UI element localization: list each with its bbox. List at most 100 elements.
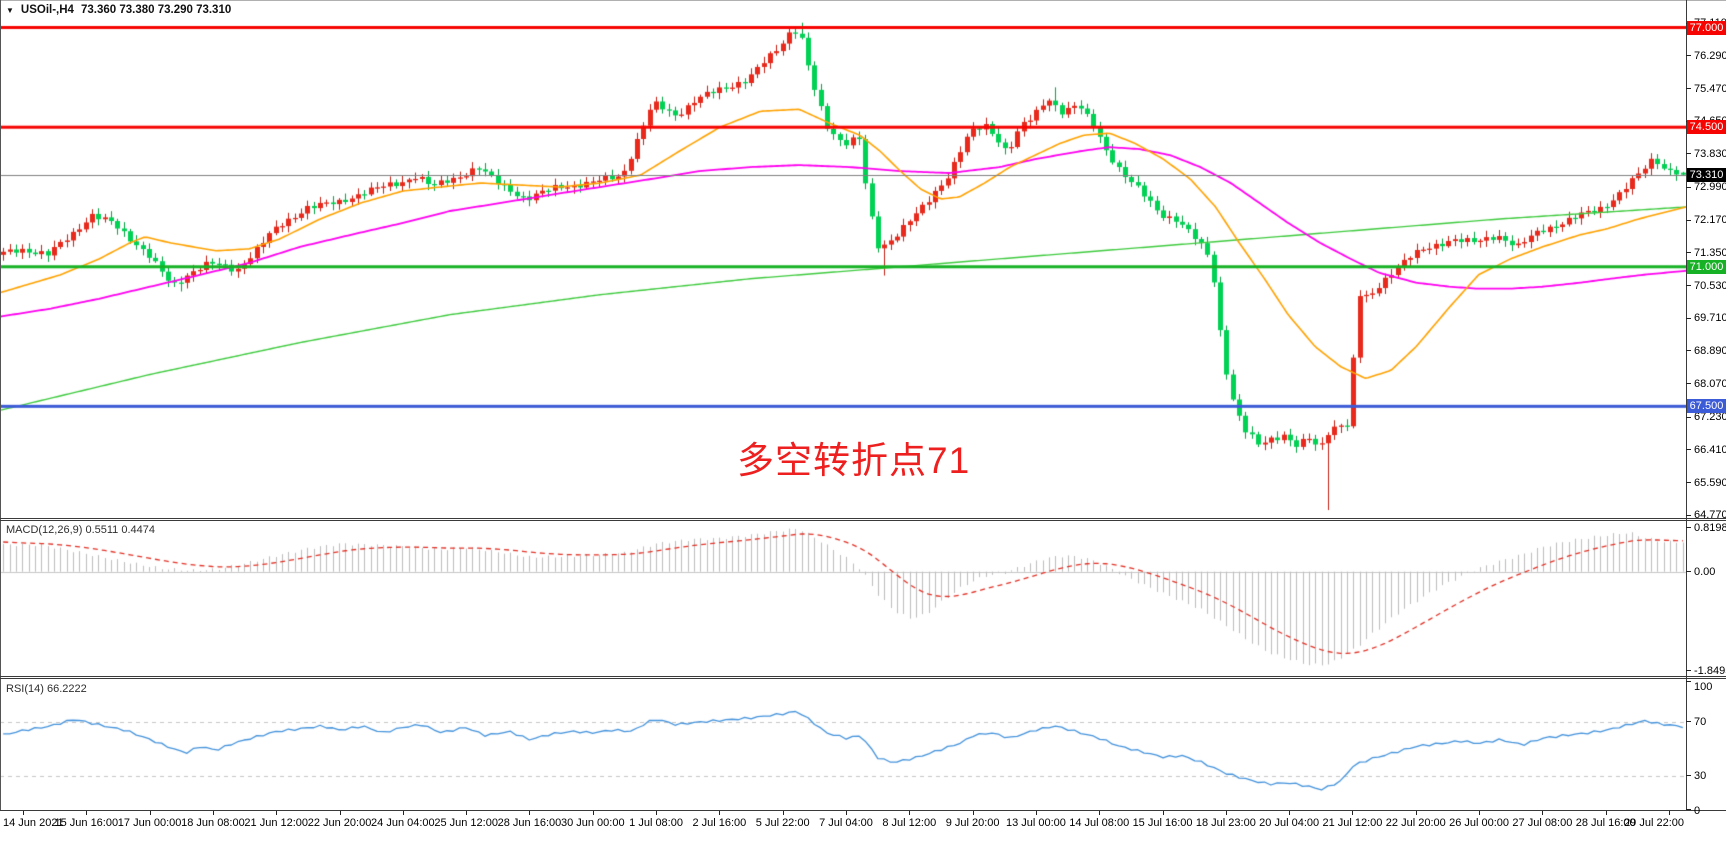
rsi-axis-label: 0 bbox=[1694, 805, 1701, 817]
macd-axis-tick bbox=[1686, 670, 1691, 672]
level-price-badge: 74.500 bbox=[1687, 120, 1726, 135]
price-axis-label: 68.070 bbox=[1694, 377, 1726, 390]
rsi-axis-tick bbox=[1686, 775, 1691, 777]
time-axis-label: 22 Jul 20:00 bbox=[1385, 817, 1446, 829]
time-axis-label: 21 Jun 12:00 bbox=[244, 817, 309, 829]
time-axis-tick bbox=[529, 811, 530, 815]
time-axis-tick bbox=[1479, 811, 1480, 815]
macd-axis-tick bbox=[1686, 527, 1691, 529]
time-axis-label: 27 Jul 08:00 bbox=[1512, 817, 1573, 829]
symbol-quote-bar: ▼ USOil-,H4 73.360 73.380 73.290 73.310 bbox=[6, 4, 231, 16]
rsi-axis-tick bbox=[1686, 808, 1691, 810]
price-axis-tick bbox=[1686, 449, 1691, 451]
time-axis-label: 30 Jun 00:00 bbox=[560, 817, 625, 829]
level-price-badge: 77.000 bbox=[1687, 20, 1726, 35]
rsi-axis-tick bbox=[1686, 721, 1691, 723]
macd-axis-tick bbox=[1686, 571, 1691, 573]
price-axis-tick bbox=[1686, 416, 1691, 418]
time-axis-tick bbox=[1099, 811, 1100, 815]
time-axis-label: 18 Jul 23:00 bbox=[1195, 817, 1256, 829]
price-axis-tick bbox=[1686, 482, 1691, 483]
price-axis-label: 72.170 bbox=[1694, 214, 1726, 227]
time-axis-label: 8 Jul 12:00 bbox=[882, 817, 937, 829]
time-axis-label: 20 Jul 04:00 bbox=[1259, 817, 1320, 829]
price-axis-tick bbox=[1686, 285, 1691, 287]
chart-collapse-icon[interactable]: ▼ bbox=[6, 5, 14, 15]
time-axis-tick bbox=[340, 811, 341, 815]
rsi-panel-canvas[interactable] bbox=[0, 679, 1686, 810]
main-macd-separator[interactable] bbox=[0, 518, 1726, 519]
rsi-axis-label: 70 bbox=[1694, 715, 1707, 728]
time-axis-tick bbox=[719, 811, 720, 815]
macd-panel-canvas[interactable] bbox=[0, 521, 1686, 676]
time-axis-tick bbox=[276, 811, 277, 815]
price-axis-line bbox=[1686, 0, 1687, 811]
time-axis-label: 29 Jul 22:00 bbox=[1624, 817, 1684, 829]
price-axis-tick bbox=[1686, 55, 1691, 57]
price-axis-label: 64.770 bbox=[1694, 509, 1726, 522]
time-axis-tick bbox=[1226, 811, 1227, 815]
time-axis-separator bbox=[0, 810, 1726, 811]
time-axis-label: 17 Jun 00:00 bbox=[117, 817, 182, 829]
time-axis-label: 13 Jul 00:00 bbox=[1005, 817, 1066, 829]
rsi-axis-label: 100 bbox=[1694, 681, 1713, 693]
time-axis-tick bbox=[1416, 811, 1417, 815]
annotation-text: 多空转折点71 bbox=[737, 440, 971, 481]
time-axis-label: 15 Jun 16:00 bbox=[54, 817, 119, 829]
price-axis-tick bbox=[1686, 219, 1691, 221]
time-axis-tick bbox=[593, 811, 594, 815]
time-axis-tick bbox=[1163, 811, 1164, 815]
macd-rsi-separator[interactable] bbox=[0, 676, 1726, 677]
price-axis-tick bbox=[1686, 252, 1691, 254]
rsi-axis-label: 30 bbox=[1694, 769, 1707, 782]
price-axis-tick bbox=[1686, 350, 1691, 352]
time-axis-label: 14 Jun 2021 bbox=[3, 817, 64, 829]
time-axis-tick bbox=[973, 811, 974, 815]
time-axis-tick bbox=[656, 811, 657, 815]
time-axis-tick bbox=[1036, 811, 1037, 815]
current-price-badge: 73.310 bbox=[1687, 167, 1726, 182]
time-axis-tick bbox=[403, 811, 404, 815]
time-axis-label: 7 Jul 04:00 bbox=[819, 817, 873, 829]
time-axis-label: 26 Jul 00:00 bbox=[1449, 817, 1510, 829]
main-macd-separator-line2 bbox=[0, 520, 1726, 521]
time-axis-label: 25 Jun 12:00 bbox=[434, 817, 498, 829]
level-price-badge: 67.500 bbox=[1687, 399, 1726, 414]
time-axis-label: 21 Jul 12:00 bbox=[1322, 817, 1383, 829]
time-axis-tick bbox=[150, 811, 151, 815]
price-axis-label: 75.470 bbox=[1694, 82, 1726, 95]
time-axis-tick bbox=[466, 811, 467, 815]
time-axis-tick bbox=[1352, 811, 1353, 815]
price-axis-label: 66.410 bbox=[1694, 443, 1726, 456]
time-axis-label: 28 Jul 16:00 bbox=[1575, 817, 1636, 829]
macd-axis-label: 0.8198 bbox=[1694, 521, 1726, 534]
time-axis-label: 2 Jul 16:00 bbox=[692, 817, 747, 829]
price-axis-label: 69.710 bbox=[1694, 312, 1726, 325]
price-axis-label: 72.990 bbox=[1694, 181, 1726, 194]
price-axis-label: 65.590 bbox=[1694, 476, 1726, 489]
price-axis-label: 76.290 bbox=[1694, 49, 1726, 62]
macd-axis-label: -1.8495 bbox=[1694, 664, 1726, 677]
time-axis-tick bbox=[846, 811, 847, 815]
window-top-border bbox=[0, 0, 1726, 1]
time-axis-tick bbox=[1542, 811, 1543, 815]
time-axis-tick bbox=[86, 811, 87, 815]
price-axis-label: 70.530 bbox=[1694, 279, 1726, 292]
time-axis-label: 1 Jul 08:00 bbox=[629, 817, 683, 829]
time-axis-label: 14 Jul 08:00 bbox=[1069, 817, 1130, 829]
price-axis-label: 71.350 bbox=[1694, 246, 1726, 259]
price-axis-label: 67.230 bbox=[1694, 411, 1726, 424]
price-axis-tick bbox=[1686, 88, 1691, 90]
time-axis-label: 18 Jun 08:00 bbox=[181, 817, 245, 829]
price-axis-tick bbox=[1686, 514, 1691, 516]
macd-rsi-separator-line2 bbox=[0, 678, 1726, 679]
time-axis-label: 15 Jul 16:00 bbox=[1132, 817, 1193, 829]
macd-indicator-label: MACD(12,26,9) 0.5511 0.4474 bbox=[6, 524, 155, 536]
level-price-badge: 71.000 bbox=[1687, 259, 1726, 274]
price-axis-tick bbox=[1686, 153, 1691, 155]
symbol-period-label: USOil-,H4 bbox=[20, 4, 74, 16]
rsi-axis-tick bbox=[1686, 680, 1691, 682]
main-price-chart-canvas[interactable] bbox=[0, 0, 1686, 518]
price-axis-tick bbox=[1686, 186, 1691, 188]
